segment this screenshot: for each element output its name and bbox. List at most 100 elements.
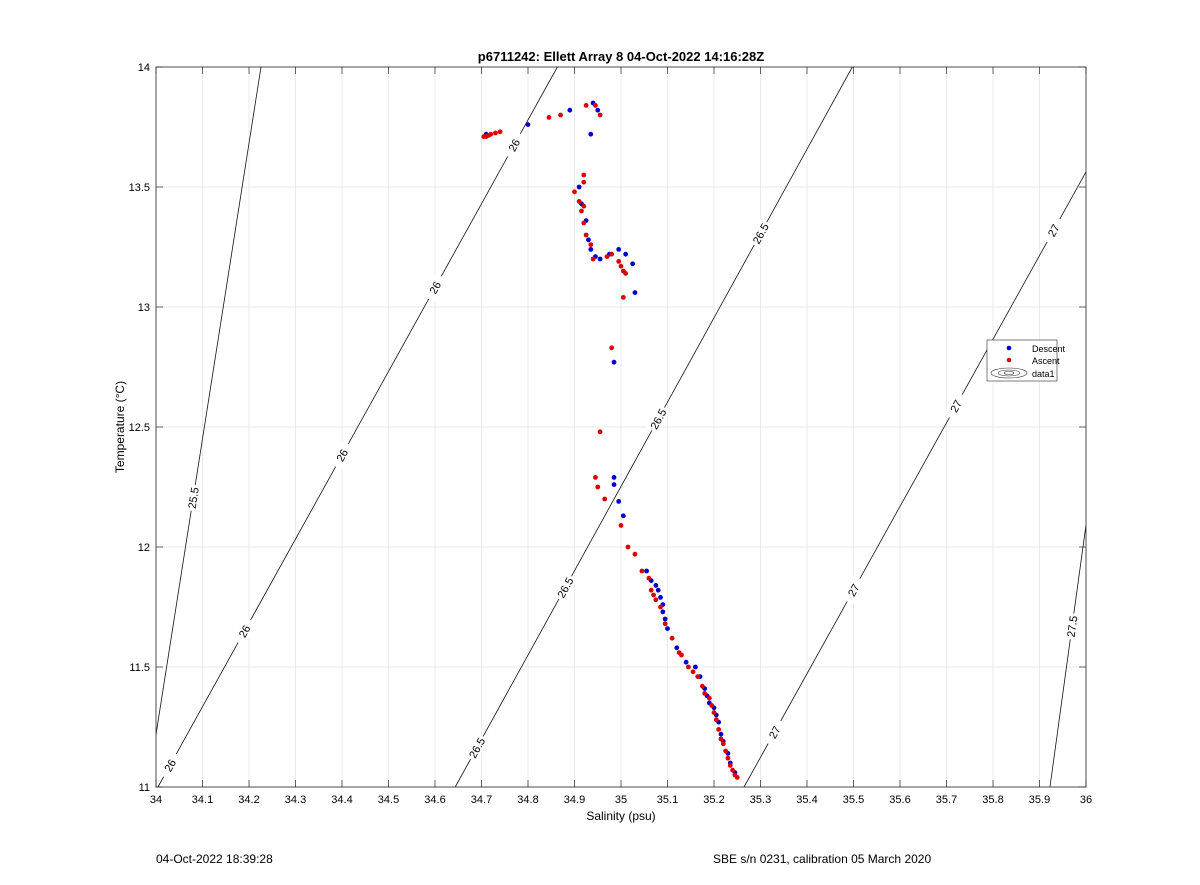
descent-point — [611, 359, 617, 365]
descent-point — [611, 482, 617, 487]
footer-calibration: SBE s/n 0231, calibration 05 March 2020 — [713, 852, 932, 866]
svg-text:26: 26 — [163, 758, 179, 775]
ascent-point — [653, 597, 659, 603]
x-tick-label: 36 — [1080, 794, 1092, 806]
x-tick-label: 35.2 — [703, 794, 724, 806]
ascent-point — [662, 621, 668, 627]
isopycnal-label: 25.5 — [184, 484, 203, 512]
x-tick-label: 35.1 — [657, 794, 678, 806]
descent-point — [567, 107, 573, 113]
x-tick-label: 35.4 — [796, 794, 817, 806]
svg-text:26: 26 — [507, 137, 523, 154]
x-tick-label: 34.5 — [378, 794, 399, 806]
data-points — [481, 100, 740, 780]
y-tick-label: 11 — [139, 782, 150, 794]
ascent-point — [699, 683, 705, 689]
ascent-point — [597, 112, 603, 118]
ascent-point — [679, 652, 684, 658]
ascent-point — [576, 199, 582, 204]
descent-point — [665, 626, 670, 631]
ascent-point — [711, 710, 717, 715]
ascent-point — [709, 703, 715, 708]
ascent-point — [593, 475, 598, 480]
descent-point — [620, 513, 626, 519]
descent-point — [660, 609, 666, 615]
ascent-point — [734, 775, 740, 780]
isopycnal-label: 27 — [943, 391, 969, 421]
ascent-point — [583, 232, 589, 238]
descent-point — [662, 616, 668, 622]
x-tick-label: 34.8 — [517, 794, 538, 806]
isopycnal-lines: 25.5262626262626.526.526.526.52727272727… — [155, 66, 1087, 788]
ascent-point — [581, 203, 587, 209]
x-tick-label: 35.9 — [1029, 794, 1050, 806]
ascent-point — [581, 220, 587, 226]
ascent-point — [609, 345, 615, 351]
ascent-point — [686, 664, 691, 670]
ascent-point — [583, 103, 589, 108]
ascent-point — [604, 254, 610, 259]
grid — [155, 66, 1087, 788]
x-tick-label: 35.3 — [750, 794, 771, 806]
descent-point — [616, 499, 622, 504]
isopycnal-label: 26 — [422, 272, 448, 303]
legend-data1-label: data1 — [1032, 369, 1055, 379]
svg-text:27: 27 — [767, 724, 783, 741]
x-tick-label: 35 — [615, 794, 627, 806]
ascent-point — [625, 544, 631, 550]
ascent-point — [632, 551, 638, 557]
ascent-point — [493, 130, 498, 136]
svg-text:27: 27 — [846, 582, 862, 599]
ascent-point — [730, 767, 735, 773]
x-axis-label: Salinity (psu) — [586, 809, 655, 823]
ascent-point — [590, 256, 596, 262]
svg-text:26: 26 — [428, 280, 444, 297]
ascent-point — [727, 763, 733, 768]
ascent-point — [546, 115, 552, 120]
legend-ascent-label: Ascent — [1032, 356, 1060, 366]
ascent-point — [690, 669, 696, 675]
x-tick-label: 34.3 — [285, 794, 306, 806]
ascent-point — [658, 604, 663, 610]
descent-point — [683, 659, 689, 665]
ascent-point — [723, 748, 729, 754]
descent-point — [653, 583, 659, 588]
ascent-point — [648, 587, 654, 593]
isopycnal-label: 26 — [231, 616, 257, 647]
y-tick-label: 12.5 — [129, 422, 150, 434]
x-tick-label: 34.1 — [192, 794, 213, 806]
axis-ticks: 34 34.1 34.2 34.3 34.4 34.5 34.6 34.7 34.8 34.9 35… — [129, 62, 1093, 806]
descent-point — [588, 247, 594, 252]
x-tick-label: 34.2 — [238, 794, 259, 806]
ascent-point — [588, 242, 594, 248]
svg-text:27: 27 — [948, 398, 964, 415]
svg-text:26: 26 — [335, 447, 351, 464]
ascent-point — [497, 129, 503, 135]
svg-text:27: 27 — [1046, 223, 1062, 240]
descent-point — [623, 251, 629, 257]
ascent-point — [618, 523, 624, 528]
isopycnal-label: 26 — [157, 750, 183, 781]
ascent-point — [593, 103, 598, 108]
ascent-point — [639, 568, 645, 574]
ascent-point — [572, 189, 577, 195]
ascent-point — [488, 131, 494, 137]
ascent-point — [623, 271, 629, 276]
isopycnal-label: 27 — [1041, 215, 1066, 246]
svg-text:26: 26 — [237, 623, 253, 640]
y-tick-label: 12 — [138, 542, 150, 554]
ascent-point — [695, 674, 701, 679]
ascent-point — [579, 208, 584, 214]
legend-descent-marker — [1006, 345, 1012, 351]
ascent-point — [558, 112, 563, 118]
y-axis-label: Temperature (°C) — [113, 381, 127, 473]
descent-point — [693, 664, 698, 670]
ascent-point — [651, 592, 656, 598]
ascent-point — [706, 695, 712, 701]
ascent-point — [620, 295, 626, 300]
x-tick-label: 34.6 — [424, 794, 445, 806]
ascent-point — [646, 575, 652, 581]
x-tick-label: 35.8 — [982, 794, 1003, 806]
isopycnal-label: 26 — [329, 440, 355, 471]
